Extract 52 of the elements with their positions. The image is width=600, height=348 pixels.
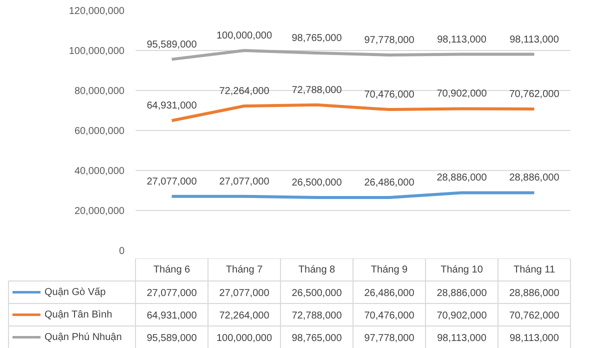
y-tick-label: 80,000,000 bbox=[74, 86, 125, 97]
legend-label: Quận Phú Nhuận bbox=[44, 332, 122, 343]
text: 27,077,000 bbox=[219, 176, 270, 188]
data-label: 27,077,000 bbox=[219, 288, 270, 299]
text: 70,762,000 bbox=[509, 88, 560, 100]
text: 72,788,000 bbox=[292, 84, 342, 96]
data-label: 98,113,000 bbox=[510, 332, 560, 344]
x-tick-label: Tháng 6 bbox=[153, 264, 191, 276]
y-tick-label: 0 bbox=[118, 246, 125, 257]
text: 72,264,000 bbox=[219, 86, 270, 97]
data-label: 64,931,000 bbox=[146, 310, 198, 322]
y-tick-label: 100,000,000 bbox=[68, 46, 125, 57]
data-label: 28,886,000 bbox=[509, 288, 560, 299]
text: 28,886,000 bbox=[509, 172, 560, 184]
text: 70,476,000 bbox=[364, 90, 414, 101]
text: 98,113,000 bbox=[510, 34, 559, 46]
x-tick-label: Tháng 10 bbox=[440, 264, 484, 276]
text: 95,589,000 bbox=[146, 39, 197, 50]
legend-label: Quận Tân Bình bbox=[44, 309, 112, 320]
text: 100,000,000 bbox=[216, 30, 272, 42]
data-label: 97,778,000 bbox=[364, 332, 415, 344]
text: 70,902,000 bbox=[436, 88, 487, 100]
data-label: 98,113,000 bbox=[437, 332, 487, 344]
text: 97,778,000 bbox=[364, 34, 414, 46]
data-label: 70,762,000 bbox=[509, 310, 560, 322]
text: 26,486,000 bbox=[364, 178, 414, 189]
text: 28,886,000 bbox=[436, 172, 487, 184]
text: 98,765,000 bbox=[292, 32, 342, 44]
text: 27,077,000 bbox=[146, 176, 197, 188]
y-tick-label: 120,000,000 bbox=[68, 6, 125, 17]
legend-label: Quận Gò Vấp bbox=[44, 286, 106, 298]
data-label: 95,589,000 bbox=[146, 332, 198, 344]
x-tick-label: Tháng 9 bbox=[370, 264, 408, 276]
data-label: 70,476,000 bbox=[364, 310, 415, 322]
y-tick-label: 40,000,000 bbox=[74, 166, 125, 177]
data-label: 100,000,000 bbox=[216, 332, 272, 344]
data-label: 26,500,000 bbox=[292, 288, 342, 299]
y-tick-label: 20,000,000 bbox=[74, 206, 125, 217]
data-label: 26,486,000 bbox=[364, 288, 415, 299]
data-label: 70,902,000 bbox=[436, 310, 488, 322]
x-tick-label: Tháng 11 bbox=[513, 264, 556, 276]
text: 98,113,000 bbox=[437, 34, 486, 46]
data-label: 72,788,000 bbox=[292, 310, 342, 322]
data-label: 28,886,000 bbox=[436, 288, 488, 299]
data-label: 27,077,000 bbox=[146, 288, 198, 299]
x-tick-label: Tháng 7 bbox=[226, 264, 264, 276]
text: 64,931,000 bbox=[146, 100, 197, 112]
data-label: 72,264,000 bbox=[219, 310, 270, 322]
y-tick-label: 60,000,000 bbox=[74, 126, 125, 137]
data-label: 98,765,000 bbox=[292, 332, 342, 344]
text: 26,500,000 bbox=[292, 178, 342, 188]
x-tick-label: Tháng 8 bbox=[298, 264, 336, 276]
